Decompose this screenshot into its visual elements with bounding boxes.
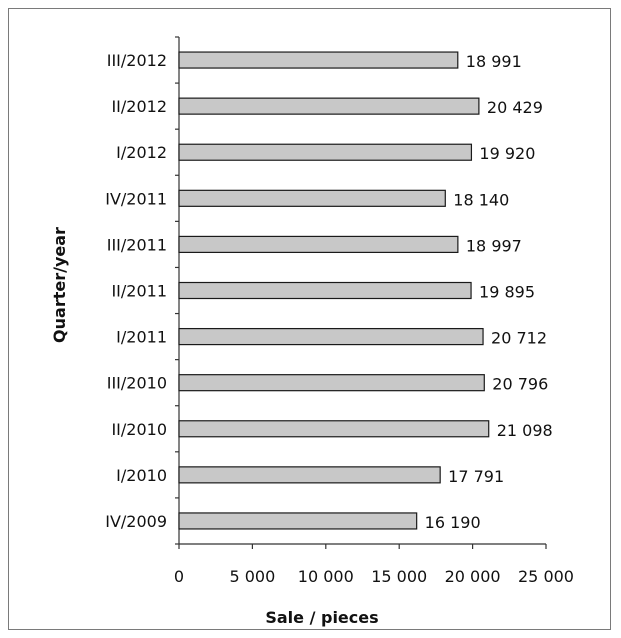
bar [178,466,441,484]
y-tick-label: I/2011 [116,328,167,347]
x-axis-title: Sale / pieces [265,608,378,627]
bar-value-label: 16 190 [425,513,481,532]
y-tick-label: I/2012 [116,143,167,162]
bar [178,97,480,115]
bar-value-label: 20 712 [491,329,547,348]
bar-value-label: 20 796 [492,375,548,394]
bar [178,420,490,438]
bar-value-label: 17 791 [448,467,504,486]
bar-value-label: 20 429 [487,98,543,117]
bar-value-label: 18 997 [466,236,522,255]
bar-value-label: 19 895 [479,283,535,302]
y-axis-title: Quarter/year [50,227,69,343]
bar [178,51,459,69]
x-tick-label: 10 000 [298,567,354,586]
y-tick-label: II/2011 [111,282,167,301]
x-tick-label: 5 000 [229,567,275,586]
bar [178,143,473,161]
y-tick-label: IV/2009 [105,512,167,531]
bar-value-label: 18 140 [453,190,509,209]
y-tick-label: II/2012 [111,97,167,116]
bar-value-label: 21 098 [497,421,553,440]
bar-value-label: 19 920 [479,144,535,163]
y-tick-label: III/2011 [107,235,167,254]
y-tick-label: IV/2011 [105,189,167,208]
x-tick-label: 25 000 [518,567,574,586]
x-tick-label: 15 000 [371,567,427,586]
bar-value-label: 18 991 [466,52,522,71]
bar [178,327,484,346]
x-tick-label: 0 [174,567,184,586]
y-tick-label: II/2010 [111,420,167,439]
bar [178,189,446,207]
bar [178,512,418,530]
y-tick-label: I/2010 [116,466,167,485]
bar [178,374,485,392]
bar [178,281,472,300]
y-tick-label: III/2012 [107,51,167,70]
y-tick-label: III/2010 [107,374,167,393]
x-tick-label: 20 000 [445,567,501,586]
bar [178,235,459,254]
